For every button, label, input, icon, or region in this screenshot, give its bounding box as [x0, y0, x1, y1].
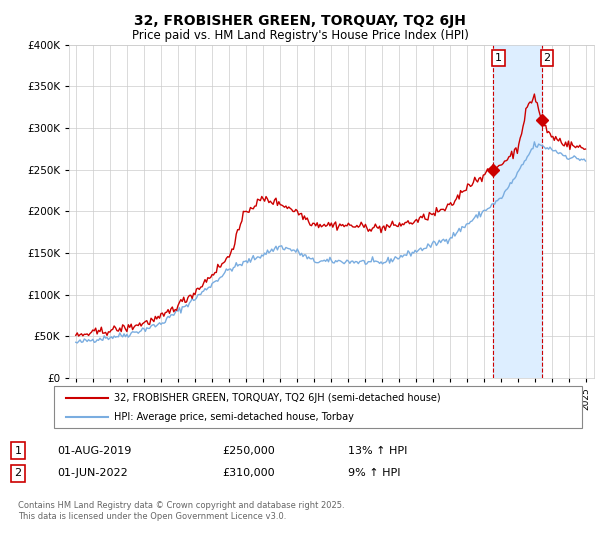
Text: 01-AUG-2019: 01-AUG-2019	[57, 446, 131, 456]
Text: 1: 1	[495, 53, 502, 63]
Text: 1: 1	[14, 446, 22, 456]
Bar	[493, 45, 542, 378]
Text: 2: 2	[544, 53, 550, 63]
Text: HPI: Average price, semi-detached house, Torbay: HPI: Average price, semi-detached house,…	[114, 412, 354, 422]
Text: 13% ↑ HPI: 13% ↑ HPI	[348, 446, 407, 456]
Text: 32, FROBISHER GREEN, TORQUAY, TQ2 6JH: 32, FROBISHER GREEN, TORQUAY, TQ2 6JH	[134, 14, 466, 28]
Text: 01-JUN-2022: 01-JUN-2022	[57, 468, 128, 478]
Text: Price paid vs. HM Land Registry's House Price Index (HPI): Price paid vs. HM Land Registry's House …	[131, 29, 469, 42]
Text: Contains HM Land Registry data © Crown copyright and database right 2025.
This d: Contains HM Land Registry data © Crown c…	[18, 501, 344, 521]
Text: 2: 2	[14, 468, 22, 478]
Text: 32, FROBISHER GREEN, TORQUAY, TQ2 6JH (semi-detached house): 32, FROBISHER GREEN, TORQUAY, TQ2 6JH (s…	[114, 393, 440, 403]
Text: £250,000: £250,000	[222, 446, 275, 456]
Text: £310,000: £310,000	[222, 468, 275, 478]
Text: 9% ↑ HPI: 9% ↑ HPI	[348, 468, 401, 478]
